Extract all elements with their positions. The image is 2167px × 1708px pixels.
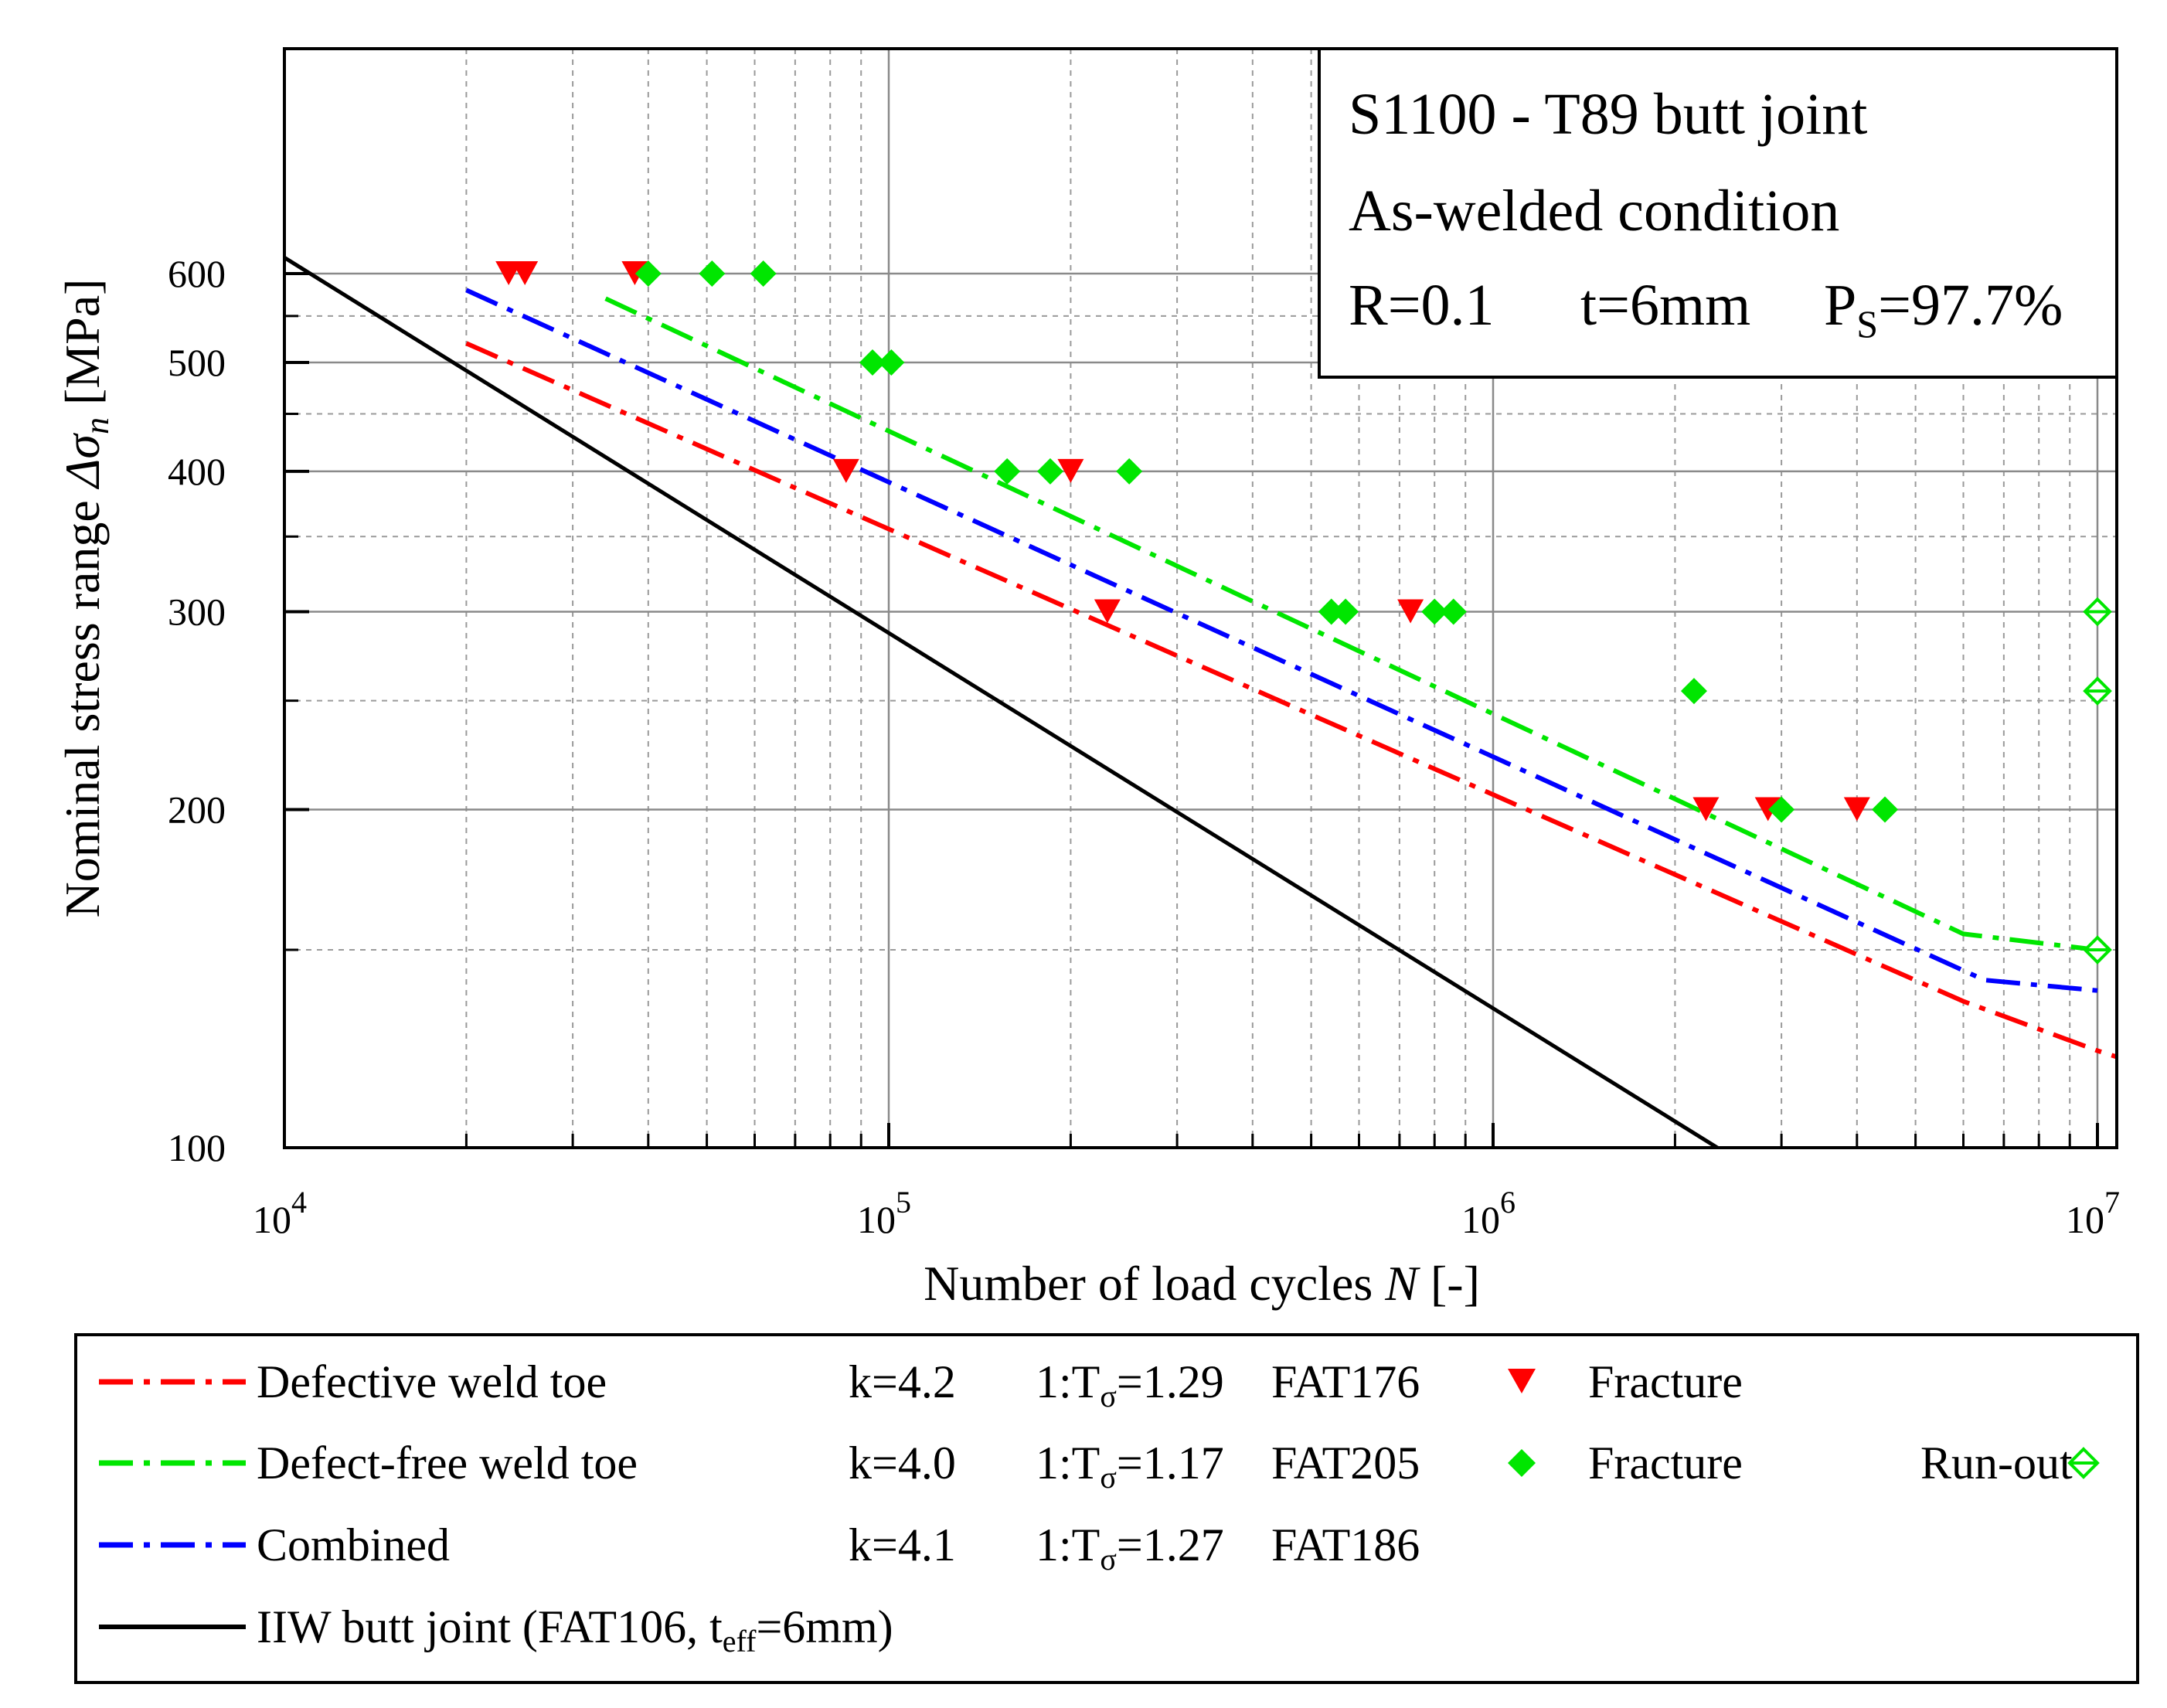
x-axis-title: Number of load cycles N [-] [924, 1256, 1480, 1311]
legend-fat-combined: FAT186 [1271, 1519, 1420, 1570]
x-tick-label: 104 [253, 1185, 307, 1241]
y-tick-label: 500 [168, 341, 226, 384]
runout-marker [2083, 935, 2112, 965]
y-axis-title: Nominal stress range Δσn [MPa] [55, 279, 116, 918]
fracture-marker-defect-free [1680, 678, 1707, 705]
fracture-marker-defect-free [1116, 458, 1143, 485]
legend-label-defective: Defective weld toe [257, 1356, 607, 1407]
legend-fracture-defective: Fracture [1588, 1356, 1743, 1407]
legend: Defective weld toe k=4.2 1:Tσ=1.29 FAT17… [74, 1333, 2139, 1684]
info-box-frame [1318, 47, 2118, 379]
fracture-marker-defective [1843, 797, 1870, 822]
legend-k-defective: k=4.2 [849, 1356, 956, 1407]
y-tick-label: 600 [168, 252, 226, 295]
fracture-marker-defective [621, 260, 648, 285]
sn-curves [284, 256, 2117, 1148]
fracture-marker-defective [512, 260, 539, 285]
x-tick-label: 107 [2066, 1185, 2120, 1241]
combined-curve [465, 288, 2098, 993]
y-tick-label: 300 [168, 590, 226, 634]
fracture-marker-defect-free [1318, 598, 1345, 625]
fracture-marker-defective [1094, 599, 1121, 624]
y-tick-label: 200 [168, 788, 226, 831]
fracture-marker-defect-free [750, 260, 777, 287]
defect-free-weld-toe-curve [604, 296, 2098, 953]
fracture-marker-defect-free [1768, 796, 1795, 823]
runout-marker [2083, 676, 2112, 706]
legend-marker-runout [2067, 1447, 2100, 1479]
fracture-marker-defect-free [1036, 458, 1063, 485]
fracture-marker-defect-free [634, 260, 662, 287]
fracture-marker-defect-free [878, 349, 905, 376]
info-thickness: t=6mm [1580, 273, 1750, 338]
info-specimen: S1100 - T89 butt joint [1349, 82, 1867, 147]
iiw-butt-joint-curve [284, 256, 1719, 1148]
legend-fat-defect-free: FAT205 [1271, 1438, 1420, 1489]
fracture-marker-defect-free [994, 458, 1021, 485]
fracture-marker-defect-free [1421, 598, 1448, 625]
legend-label-iiw: IIW butt joint (FAT106, teff=6mm) [257, 1601, 893, 1659]
legend-label-defect-free: Defect-free weld toe [257, 1438, 638, 1489]
legend-k-combined: k=4.1 [849, 1519, 956, 1570]
fracture-marker-defect-free [859, 349, 886, 376]
x-tick-label: 105 [857, 1185, 911, 1241]
info-r-ratio: R=0.1 [1349, 273, 1495, 338]
legend-k-defect-free: k=4.0 [849, 1438, 956, 1489]
defective-weld-toe-curve [465, 341, 2117, 1060]
fracture-marker-defect-free [699, 260, 726, 287]
legend-fat-defective: FAT176 [1271, 1356, 1420, 1407]
data-markers [495, 260, 2112, 965]
legend-frame [74, 1333, 2139, 1684]
legend-label-combined: Combined [257, 1519, 450, 1570]
fracture-marker-defective [832, 458, 859, 483]
fracture-marker-defect-free [1440, 598, 1467, 625]
legend-marker-defect-free-fracture [1508, 1449, 1536, 1477]
legend-marker-defective-fracture [1508, 1369, 1536, 1393]
x-tick-label: 106 [1461, 1185, 1516, 1241]
fracture-marker-defective [1692, 797, 1720, 822]
legend-tsigma-defective: 1:Tσ=1.29 [1036, 1356, 1224, 1414]
y-tick-label: 400 [168, 450, 226, 493]
axis-tick-labels: 104 105 106 107 100 200 300 400 500 600 [168, 252, 2120, 1241]
legend-tsigma-defect-free: 1:Tσ=1.17 [1036, 1438, 1224, 1495]
fracture-marker-defective [1754, 797, 1781, 822]
info-condition: As-welded condition [1349, 179, 1839, 243]
y-tick-label: 100 [168, 1126, 226, 1169]
fracture-marker-defect-free [1332, 598, 1359, 625]
fracture-marker-defective [1397, 599, 1424, 624]
info-survival-probability: PS=97.7% [1824, 273, 2063, 345]
fracture-marker-defect-free [1872, 796, 1899, 823]
axis-ticks [283, 271, 2099, 1149]
info-box: S1100 - T89 butt joint As-welded conditi… [1318, 47, 2118, 379]
fracture-marker-defective [1057, 458, 1084, 483]
legend-tsigma-combined: 1:Tσ=1.27 [1036, 1519, 1224, 1577]
legend-fracture-defect-free: Fracture [1588, 1438, 1743, 1489]
runout-marker [2083, 597, 2112, 627]
legend-runout-defect-free: Run-out [1920, 1438, 2073, 1489]
plot-frame [283, 47, 2118, 1149]
